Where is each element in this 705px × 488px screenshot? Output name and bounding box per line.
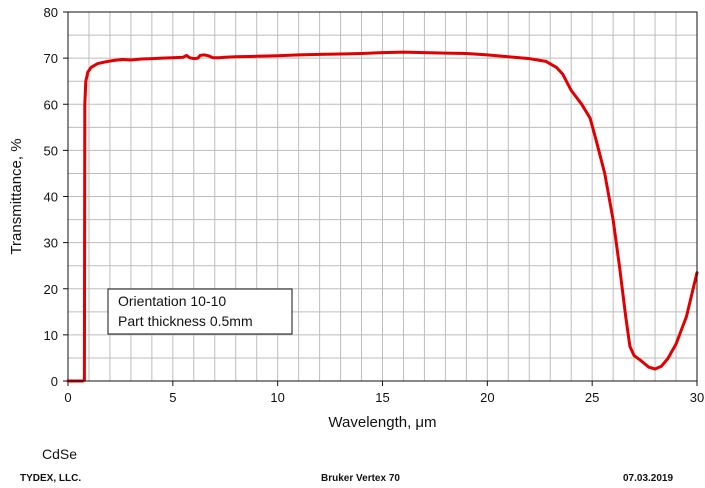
sample-name: CdSe bbox=[42, 446, 78, 462]
instrument-name: Bruker Vertex 70 bbox=[321, 473, 400, 484]
y-tick-label: 40 bbox=[44, 190, 58, 205]
annotation-frame bbox=[107, 288, 293, 335]
series-layer bbox=[66, 50, 699, 383]
company-name: TYDEX, LLC. bbox=[20, 473, 82, 484]
x-tick-label: 10 bbox=[270, 390, 284, 405]
axis-ticks: 0 5 10 15 20 25 30 0 10 20 30 40 50 60 70 80 bbox=[44, 5, 705, 405]
transmittance-curve bbox=[66, 50, 699, 383]
chart-grid bbox=[68, 12, 697, 381]
x-tick-label: 5 bbox=[169, 390, 176, 405]
y-tick-label: 50 bbox=[44, 143, 58, 158]
y-axis-label: Transmittance, % bbox=[8, 138, 25, 254]
plot-frame bbox=[67, 11, 698, 382]
y-tick-label: 0 bbox=[51, 374, 58, 389]
x-tick-label: 0 bbox=[64, 390, 71, 405]
y-tick-label: 30 bbox=[44, 236, 58, 251]
x-tick-label: 15 bbox=[375, 390, 389, 405]
x-axis-label: Wavelength, μm bbox=[328, 414, 436, 431]
annotation-thickness: Part thickness 0.5mm bbox=[118, 313, 253, 329]
x-tick-label: 25 bbox=[585, 390, 599, 405]
x-tick-label: 20 bbox=[480, 390, 494, 405]
annotation-box: Orientation 10-10 Part thickness 0.5mm bbox=[107, 288, 293, 335]
annotation-orientation: Orientation 10-10 bbox=[118, 293, 226, 309]
y-tick-label: 80 bbox=[44, 5, 58, 20]
y-tick-label: 60 bbox=[44, 97, 58, 112]
y-tick-label: 70 bbox=[44, 51, 58, 66]
y-tick-label: 20 bbox=[44, 282, 58, 297]
x-tick-label: 30 bbox=[690, 390, 704, 405]
measurement-date: 07.03.2019 bbox=[623, 473, 674, 484]
y-tick-label: 10 bbox=[44, 328, 58, 343]
